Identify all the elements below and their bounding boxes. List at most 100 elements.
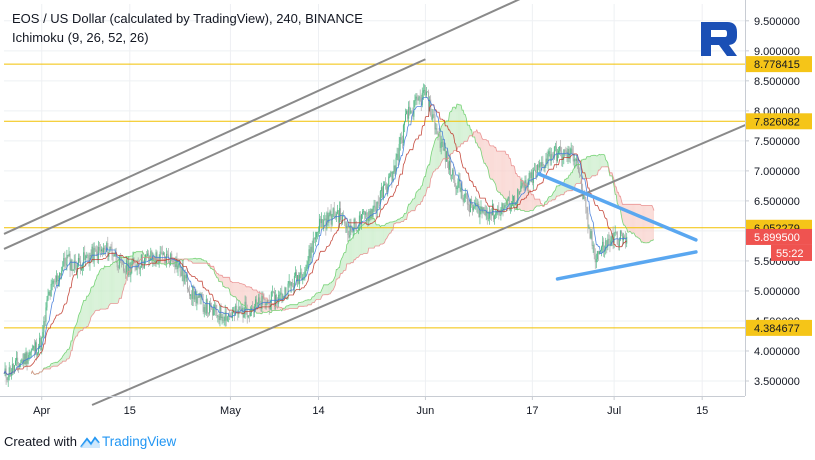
candle-body <box>90 254 92 257</box>
created-with-label: Created with <box>4 434 77 449</box>
candle-body <box>547 153 549 164</box>
candle-body <box>277 301 279 304</box>
candle-body <box>115 252 117 262</box>
cloud-segment <box>333 278 335 290</box>
candle-body <box>20 362 22 364</box>
candle-body <box>594 255 596 263</box>
candle-body <box>299 274 301 284</box>
cloud-segment <box>526 185 528 212</box>
candle-body <box>45 307 47 322</box>
cloud-segment <box>591 155 593 178</box>
candle-body <box>497 209 499 212</box>
candle-body <box>264 298 266 305</box>
cloud-segment <box>78 313 80 333</box>
candle-body <box>271 291 273 293</box>
candle-body <box>420 97 422 106</box>
candle-body <box>554 146 556 148</box>
candle-body <box>601 246 603 251</box>
candle-body <box>174 264 176 268</box>
time-scale[interactable]: Apr 15 May 14 Jun 17 Jul 15 <box>33 396 708 417</box>
candle-body <box>449 160 451 170</box>
cloud-segment <box>294 304 296 309</box>
tradingview-link[interactable]: TradingView <box>79 434 176 449</box>
candle-body <box>335 213 337 219</box>
candle-body <box>516 203 518 204</box>
channel-line-3[interactable] <box>91 112 772 406</box>
candle-body <box>546 158 548 164</box>
candle-body <box>483 207 485 209</box>
cloud-segment <box>438 132 440 169</box>
cloud-segment <box>388 222 390 235</box>
candle-body <box>212 307 214 316</box>
cloud-segment <box>67 349 69 359</box>
candle-body <box>357 226 359 231</box>
cloud-segment <box>196 258 198 264</box>
indicator-legend[interactable]: Ichimoku (9, 26, 52, 26) <box>12 30 149 45</box>
y-tick-label: 8.500000 <box>754 76 800 88</box>
cloud-segment <box>649 205 651 242</box>
candle-body <box>259 297 261 303</box>
candle-body <box>581 175 583 190</box>
candle-body <box>523 187 525 188</box>
candle-body <box>34 342 36 352</box>
channel-line-2[interactable] <box>3 58 426 250</box>
cloud-segment <box>84 300 86 328</box>
candle-body <box>73 260 75 270</box>
candle-body <box>98 247 100 251</box>
candle-body <box>104 247 106 250</box>
candle-body <box>507 196 509 199</box>
candle-body <box>399 137 401 144</box>
candle-body <box>458 178 460 182</box>
cloud-segment <box>424 176 426 196</box>
candle-body <box>402 125 404 143</box>
cloud-segment <box>464 114 466 142</box>
candle-body <box>478 203 480 218</box>
cloud-segment <box>92 286 94 316</box>
cloud-segment <box>362 224 364 255</box>
cloud-segment <box>298 302 300 307</box>
cloud-segment <box>93 284 95 315</box>
candle-body <box>537 164 539 173</box>
candle-body <box>208 303 210 314</box>
candle-body <box>224 311 226 321</box>
candle-body <box>53 280 55 282</box>
cloud-segment <box>573 168 575 190</box>
candle-body <box>202 298 204 312</box>
cloud-segment <box>192 258 194 264</box>
y-tick-label: 6.500000 <box>754 196 800 208</box>
cloud-segment <box>386 223 388 239</box>
candle-body <box>463 197 465 202</box>
candle-body <box>579 171 581 175</box>
cloud-segment <box>80 306 82 331</box>
candle-body <box>395 157 397 174</box>
channel-line-1[interactable] <box>3 0 551 235</box>
triangle-line-1[interactable] <box>536 172 698 242</box>
cloud-segment <box>76 321 78 337</box>
senkou-a-line <box>30 103 655 375</box>
candle-body <box>318 231 319 233</box>
candle-body <box>48 291 50 296</box>
candle-body <box>484 208 486 216</box>
current-price-label: 5.899500 <box>754 232 800 244</box>
candle-body <box>257 303 259 305</box>
horizontal-levels[interactable] <box>4 63 745 329</box>
candle-body <box>176 258 178 270</box>
cloud-segment <box>224 277 226 288</box>
trend-lines[interactable] <box>3 0 772 406</box>
candle-body <box>532 170 534 183</box>
cloud-segment <box>486 139 488 167</box>
candle-body <box>313 238 315 240</box>
cloud-segment <box>401 217 403 222</box>
candle-body <box>352 231 354 233</box>
cloud-segment <box>535 199 537 208</box>
cloud-segment <box>312 296 314 303</box>
candle-body <box>188 289 190 292</box>
candle-body <box>437 133 439 135</box>
cloud-segment <box>347 240 349 264</box>
candle-body <box>119 255 121 258</box>
candle-body <box>124 271 126 272</box>
triangle-line-2[interactable] <box>555 250 698 281</box>
candle-body <box>597 251 599 255</box>
candle-body <box>269 305 271 309</box>
